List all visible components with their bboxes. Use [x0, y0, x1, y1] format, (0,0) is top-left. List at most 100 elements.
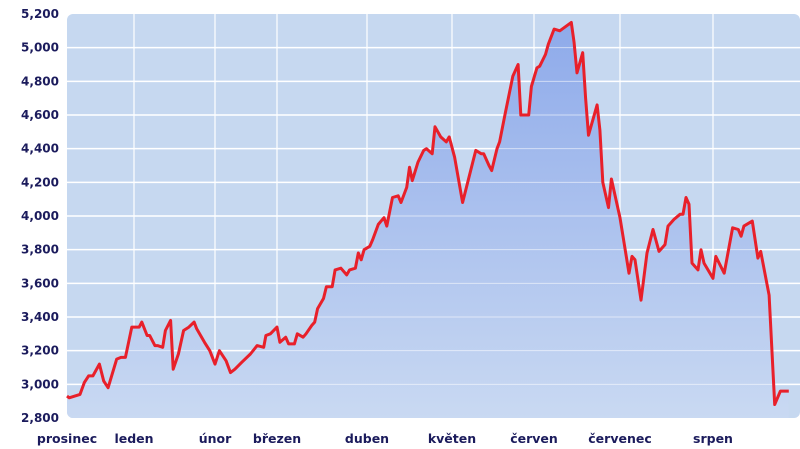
- data-point: [714, 255, 717, 258]
- data-point: [240, 361, 243, 364]
- data-point: [334, 268, 337, 271]
- data-point: [102, 379, 105, 382]
- data-point: [417, 161, 420, 164]
- data-point: [302, 336, 305, 339]
- data-point: [751, 220, 754, 223]
- y-tick-label: 5,200: [21, 7, 59, 21]
- data-point: [737, 228, 740, 231]
- data-point: [98, 363, 101, 366]
- data-point: [553, 28, 556, 31]
- data-point: [182, 329, 185, 332]
- data-point: [360, 258, 363, 261]
- data-point: [78, 393, 81, 396]
- data-point: [779, 390, 782, 393]
- data-point: [316, 307, 319, 310]
- x-tick-label: březen: [253, 431, 301, 446]
- data-point: [703, 262, 706, 265]
- series-line: [66, 20, 789, 406]
- data-point: [391, 196, 394, 199]
- area-fill: [67, 22, 789, 418]
- y-tick-label: 4,800: [21, 74, 59, 88]
- data-point: [453, 156, 456, 159]
- data-point: [83, 381, 86, 384]
- data-point: [503, 114, 506, 117]
- data-point: [664, 243, 667, 246]
- data-point: [310, 324, 313, 327]
- data-point: [439, 135, 442, 138]
- data-point: [177, 353, 180, 356]
- data-point: [107, 386, 110, 389]
- data-point: [573, 41, 576, 44]
- x-tick-label: leden: [114, 431, 153, 446]
- data-point: [322, 297, 325, 300]
- data-point: [723, 272, 726, 275]
- data-point: [628, 272, 631, 275]
- y-tick-label: 3,000: [21, 377, 59, 391]
- data-point: [596, 103, 599, 106]
- data-point: [214, 363, 217, 366]
- data-point: [325, 285, 328, 288]
- x-tick-label: srpen: [693, 431, 733, 446]
- x-tick-label: duben: [345, 431, 389, 446]
- data-point: [581, 51, 584, 54]
- data-point: [363, 248, 366, 251]
- data-point: [331, 285, 334, 288]
- data-point: [284, 336, 287, 339]
- data-point: [652, 228, 655, 231]
- data-point: [431, 152, 434, 155]
- data-point: [256, 344, 259, 347]
- data-point: [598, 129, 601, 132]
- data-point: [490, 169, 493, 172]
- data-point: [682, 213, 685, 216]
- data-point: [293, 342, 296, 345]
- data-point: [498, 140, 501, 143]
- data-point: [278, 341, 281, 344]
- data-point: [740, 235, 743, 238]
- data-point: [488, 164, 491, 167]
- data-point: [249, 353, 252, 356]
- y-tick-label: 3,800: [21, 243, 59, 257]
- x-axis-ticks: prosinec leden únor březen duben květen červen…: [37, 431, 733, 446]
- data-point: [383, 216, 386, 219]
- data-point: [405, 186, 408, 189]
- data-point: [195, 327, 198, 330]
- data-point: [742, 225, 745, 228]
- data-point: [348, 268, 351, 271]
- data-point: [538, 65, 541, 68]
- data-point: [519, 114, 522, 117]
- data-point: [445, 140, 448, 143]
- data-point: [148, 334, 151, 337]
- y-tick-label: 4,400: [21, 142, 59, 156]
- data-point: [673, 218, 676, 221]
- data-point: [448, 135, 451, 138]
- data-point: [495, 147, 498, 150]
- data-point: [225, 359, 228, 362]
- data-point: [697, 268, 700, 271]
- data-point: [138, 326, 141, 329]
- data-point: [511, 75, 514, 78]
- data-point: [313, 321, 316, 324]
- data-point: [130, 326, 133, 329]
- data-point: [576, 71, 579, 74]
- data-point: [700, 248, 703, 251]
- data-point: [305, 332, 308, 335]
- data-point: [397, 194, 400, 197]
- data-point: [264, 334, 267, 337]
- data-point: [339, 267, 342, 270]
- data-point: [679, 213, 682, 216]
- data-point: [712, 277, 715, 280]
- data-point: [527, 114, 530, 117]
- data-point: [385, 225, 388, 228]
- data-point: [187, 326, 190, 329]
- data-point: [646, 252, 649, 255]
- data-point: [607, 206, 610, 209]
- data-point: [164, 329, 167, 332]
- data-point: [377, 223, 380, 226]
- data-point: [115, 358, 118, 361]
- data-point: [474, 149, 477, 152]
- data-point: [357, 252, 360, 255]
- data-point: [610, 177, 613, 180]
- data-point: [759, 250, 762, 253]
- y-tick-label: 3,200: [21, 344, 59, 358]
- x-tick-label: únor: [199, 431, 232, 446]
